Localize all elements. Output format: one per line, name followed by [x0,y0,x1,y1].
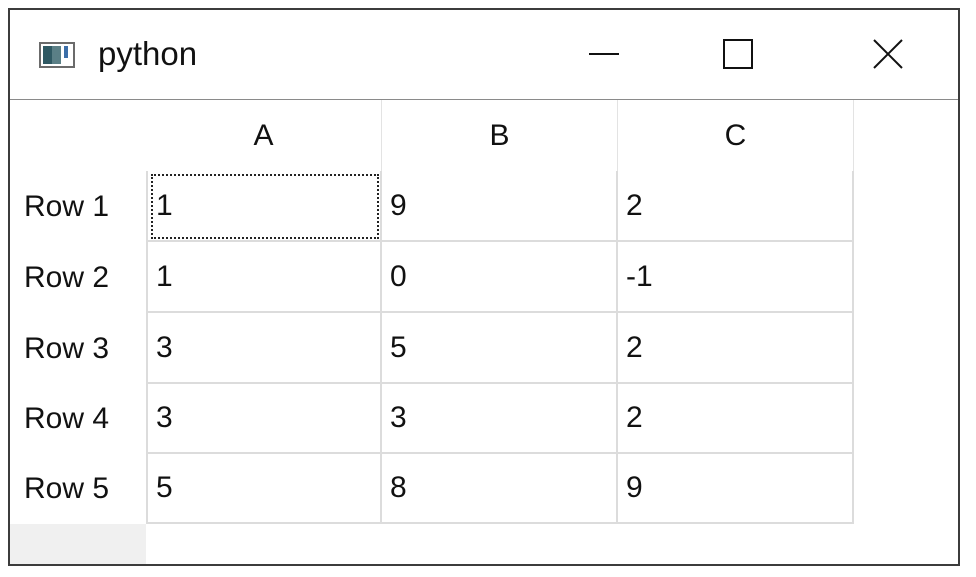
maximize-icon [723,39,753,69]
app-window-icon [39,42,75,68]
app-window: python A B C Row 1 1 9 2 [8,8,960,566]
grid-line [146,171,148,524]
table-cell[interactable]: -1 [618,242,854,313]
maximize-button[interactable] [678,10,798,98]
table-view[interactable]: A B C Row 1 1 9 2 Row 2 1 0 -1 Row 3 3 5… [10,100,958,564]
row-header-4[interactable]: Row 4 [10,384,146,454]
table-cell[interactable]: 3 [148,384,382,454]
table-cell[interactable]: 2 [618,313,854,384]
close-icon [873,39,903,69]
table-cell[interactable]: 8 [382,454,618,524]
row-header-5[interactable]: Row 5 [10,454,146,524]
table-cell[interactable]: 9 [618,454,854,524]
close-button[interactable] [828,10,948,98]
table-cell[interactable]: 3 [148,313,382,384]
table-cell[interactable]: 5 [148,454,382,524]
minimize-icon [589,53,619,55]
empty-header-area [10,524,146,564]
table-cell[interactable]: 5 [382,313,618,384]
table-cell[interactable]: 1 [148,171,382,242]
row-header-1[interactable]: Row 1 [10,171,146,242]
column-header-c[interactable]: C [618,100,854,171]
title-bar[interactable]: python [10,10,958,100]
row-header-2[interactable]: Row 2 [10,242,146,313]
table-cell[interactable]: 9 [382,171,618,242]
table-cell[interactable]: 3 [382,384,618,454]
column-header-a[interactable]: A [146,100,382,171]
minimize-button[interactable] [544,10,664,98]
table-cell[interactable]: 1 [148,242,382,313]
table-cell[interactable]: 0 [382,242,618,313]
row-header-3[interactable]: Row 3 [10,313,146,384]
column-header-b[interactable]: B [382,100,618,171]
table-corner[interactable] [10,100,146,171]
table-cell[interactable]: 2 [618,171,854,242]
window-title: python [98,35,198,72]
table-cell[interactable]: 2 [618,384,854,454]
